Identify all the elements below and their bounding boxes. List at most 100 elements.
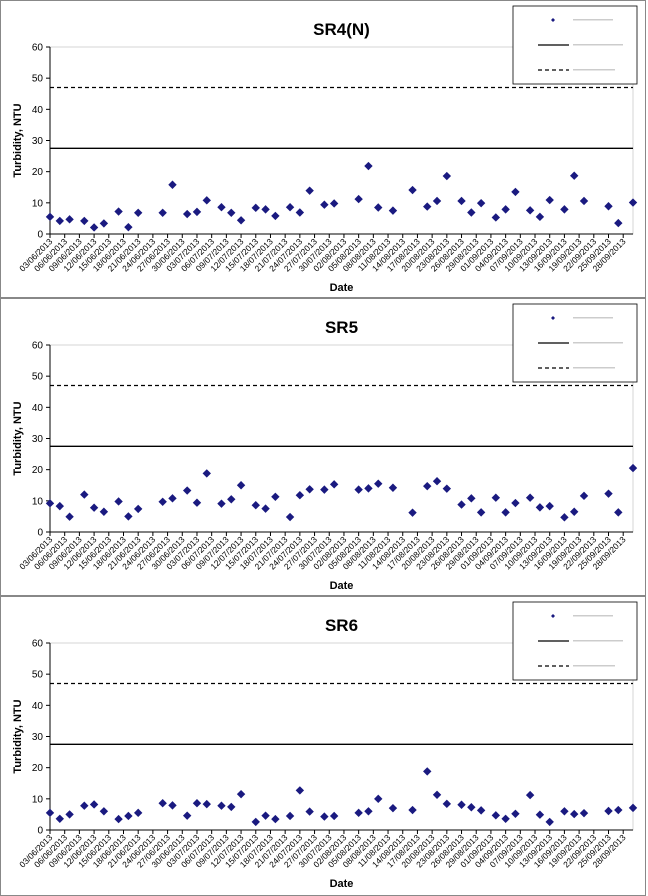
data-point xyxy=(579,196,589,206)
y-axis-label: Turbidity, NTU xyxy=(12,401,24,475)
x-axis-label: Date xyxy=(330,580,354,592)
data-point xyxy=(295,208,305,217)
data-point xyxy=(236,481,246,490)
data-point xyxy=(202,799,211,809)
data-point xyxy=(408,805,417,815)
data-point xyxy=(491,213,501,222)
data-point xyxy=(501,814,510,823)
legend-marker-data xyxy=(551,614,555,618)
data-point xyxy=(423,202,432,211)
y-tick-label: 60 xyxy=(32,639,44,650)
data-point xyxy=(202,196,211,205)
data-point xyxy=(271,814,280,824)
data-point xyxy=(271,492,280,501)
data-point xyxy=(261,811,270,820)
y-tick-label: 20 xyxy=(32,763,44,774)
data-point xyxy=(467,208,476,217)
data-point xyxy=(364,484,373,493)
data-point xyxy=(182,811,192,820)
data-point xyxy=(560,513,569,522)
data-point xyxy=(511,187,520,197)
chart-panel-sr5: SR5 0 10 20 30 40 50 60 Turbidity, NTU 03/06/2013… xyxy=(0,298,646,596)
data-point xyxy=(133,504,143,514)
data-point xyxy=(65,512,74,521)
chart-panel-sr4n: SR4(N) 0 10 20 30 40 50 60 Turbidity, NTU 03/06/2… xyxy=(0,0,646,298)
data-point xyxy=(545,817,554,827)
data-point xyxy=(158,208,167,218)
data-point xyxy=(457,500,466,509)
legend-label-placeholder xyxy=(573,640,623,642)
data-point xyxy=(364,161,373,171)
data-point xyxy=(295,786,305,795)
data-point xyxy=(55,501,64,511)
y-tick-label: 0 xyxy=(37,528,43,539)
data-point xyxy=(45,499,55,508)
data-point xyxy=(545,195,554,205)
data-point xyxy=(261,205,270,214)
data-point xyxy=(604,806,613,816)
y-tick-label: 50 xyxy=(32,74,44,85)
y-tick-label: 40 xyxy=(32,701,44,712)
data-point xyxy=(80,216,89,226)
data-point xyxy=(114,497,123,506)
data-point xyxy=(354,808,363,818)
data-point xyxy=(320,200,329,209)
data-point xyxy=(295,491,305,500)
data-point xyxy=(614,805,623,815)
data-point xyxy=(80,490,89,499)
legend-marker-data xyxy=(551,18,555,22)
y-tick-label: 0 xyxy=(37,230,43,241)
data-point xyxy=(114,207,123,216)
data-point xyxy=(99,807,109,816)
data-point xyxy=(217,499,226,508)
data-point xyxy=(388,206,398,215)
y-tick-label: 40 xyxy=(32,403,44,414)
data-point xyxy=(535,212,545,222)
data-point xyxy=(192,798,202,808)
data-point xyxy=(467,494,476,503)
data-point xyxy=(89,223,99,232)
data-point xyxy=(476,508,486,517)
data-point xyxy=(476,198,486,208)
data-point xyxy=(236,216,246,225)
data-point xyxy=(124,512,133,521)
data-point xyxy=(388,483,398,492)
data-point xyxy=(408,508,417,517)
data-point xyxy=(124,811,133,821)
data-point xyxy=(432,790,442,799)
data-point xyxy=(442,799,452,809)
x-axis-label: Date xyxy=(330,878,354,890)
data-point xyxy=(511,809,520,818)
data-point xyxy=(442,484,452,493)
data-point xyxy=(271,211,280,221)
data-point xyxy=(133,808,143,818)
data-point xyxy=(423,481,432,491)
y-tick-label: 50 xyxy=(32,372,44,383)
data-point xyxy=(579,808,589,818)
data-point xyxy=(545,501,554,511)
data-point xyxy=(55,814,64,823)
data-point xyxy=(114,814,123,824)
legend-label-placeholder xyxy=(573,44,623,46)
y-tick-label: 50 xyxy=(32,670,44,681)
data-point xyxy=(354,485,363,494)
y-tick-label: 60 xyxy=(32,43,44,54)
data-point xyxy=(251,817,260,827)
data-point xyxy=(305,807,314,816)
data-point xyxy=(442,171,452,181)
data-point xyxy=(285,202,295,212)
data-point xyxy=(45,212,55,222)
legend-label-placeholder xyxy=(573,69,615,71)
data-point xyxy=(251,203,260,213)
data-point xyxy=(182,486,192,495)
data-point xyxy=(285,811,295,821)
data-point xyxy=(614,508,623,517)
data-point xyxy=(227,208,236,218)
y-axis-label: Turbidity, NTU xyxy=(12,699,24,773)
data-point xyxy=(133,208,143,218)
data-point xyxy=(388,803,398,813)
data-point xyxy=(364,807,373,816)
data-point xyxy=(329,199,339,208)
data-point xyxy=(579,491,589,501)
